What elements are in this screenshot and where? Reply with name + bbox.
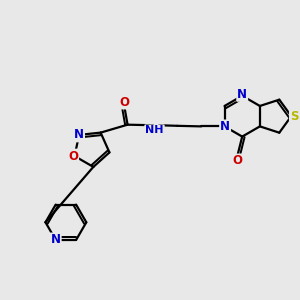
Text: O: O — [119, 95, 129, 109]
Text: N: N — [51, 233, 61, 247]
Text: O: O — [68, 150, 78, 163]
Text: N: N — [237, 88, 247, 101]
Text: NH: NH — [145, 125, 164, 135]
Text: N: N — [74, 128, 84, 141]
Text: S: S — [290, 110, 298, 123]
Text: N: N — [220, 121, 230, 134]
Text: O: O — [232, 154, 242, 167]
